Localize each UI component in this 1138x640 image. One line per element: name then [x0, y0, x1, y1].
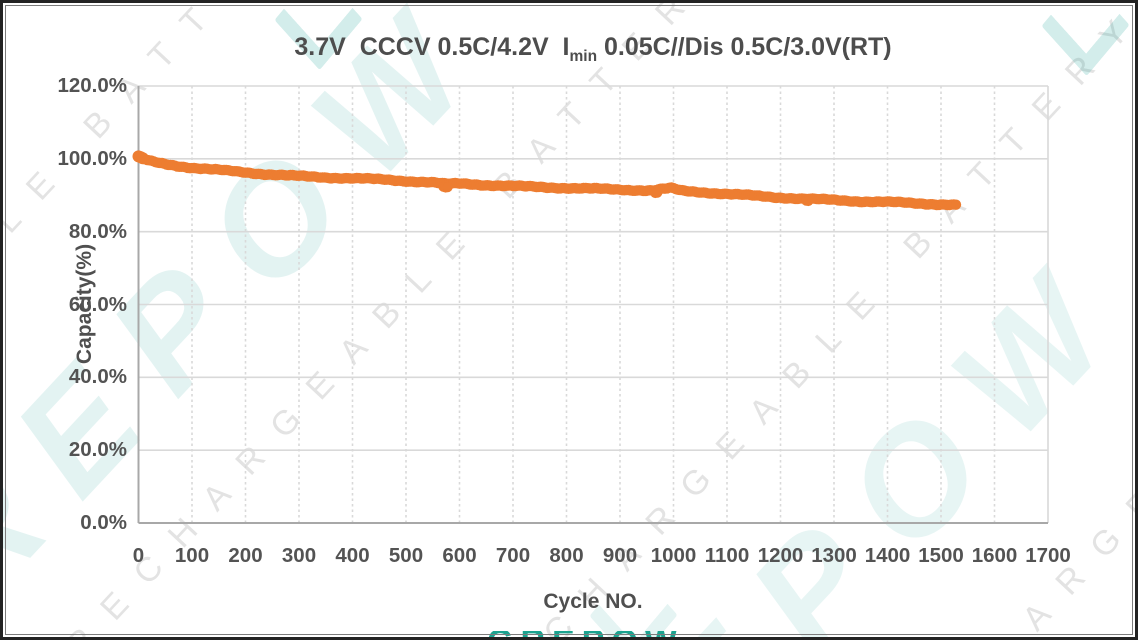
capacity-series [132, 150, 962, 211]
y-tick-label: 0.0% [80, 511, 127, 534]
x-tick-label: 1500 [918, 544, 964, 567]
x-axis-title: Cycle NO. [543, 590, 643, 613]
x-tick-label: 1300 [811, 544, 857, 567]
x-tick-label: 200 [228, 544, 263, 567]
x-tick-label: 1000 [650, 544, 697, 567]
x-tick-label: 700 [495, 544, 531, 567]
x-tick-label: 0 [132, 544, 145, 567]
y-tick-label: 40.0% [68, 365, 127, 389]
y-tick-label: 60.0% [68, 292, 127, 316]
x-tick-label: 1100 [704, 544, 750, 567]
x-tick-label: 1700 [1025, 544, 1071, 567]
y-tick-label: 80.0% [68, 219, 127, 243]
data-point [803, 196, 814, 207]
x-tick-label: 800 [549, 544, 584, 567]
chart-title-subscript: min [569, 48, 598, 65]
x-tick-label: 500 [388, 544, 424, 567]
x-tick-label: 1600 [971, 544, 1018, 567]
data-point [950, 199, 962, 210]
data-point [652, 187, 663, 198]
chart-title-text: 3.7V CCCV 0.5C/4.2V I [294, 33, 570, 61]
y-tick-label: 20.0% [68, 438, 127, 462]
y-tick-label: 120.0% [57, 74, 127, 97]
x-tick-label: 600 [442, 544, 477, 567]
data-point [442, 182, 453, 193]
chart-title: 3.7V CCCV 0.5C/4.2V Imin 0.05C//Dis 0.5C… [138, 33, 1048, 66]
y-tick-label: 100.0% [57, 146, 127, 170]
bottom-brand-clip: GREPOW [487, 631, 677, 637]
x-tick-label: 300 [281, 544, 317, 567]
chart-title-text: 0.05C//Dis 0.5C/3.0V(RT) [597, 33, 892, 61]
x-tick-label: 1200 [757, 544, 804, 567]
x-tick-label: 900 [602, 544, 638, 567]
x-tick-label: 400 [335, 544, 370, 567]
x-tick-label: 1400 [864, 544, 911, 567]
bottom-brand-text: GREPOW [487, 631, 677, 637]
x-tick-label: 100 [174, 544, 210, 567]
